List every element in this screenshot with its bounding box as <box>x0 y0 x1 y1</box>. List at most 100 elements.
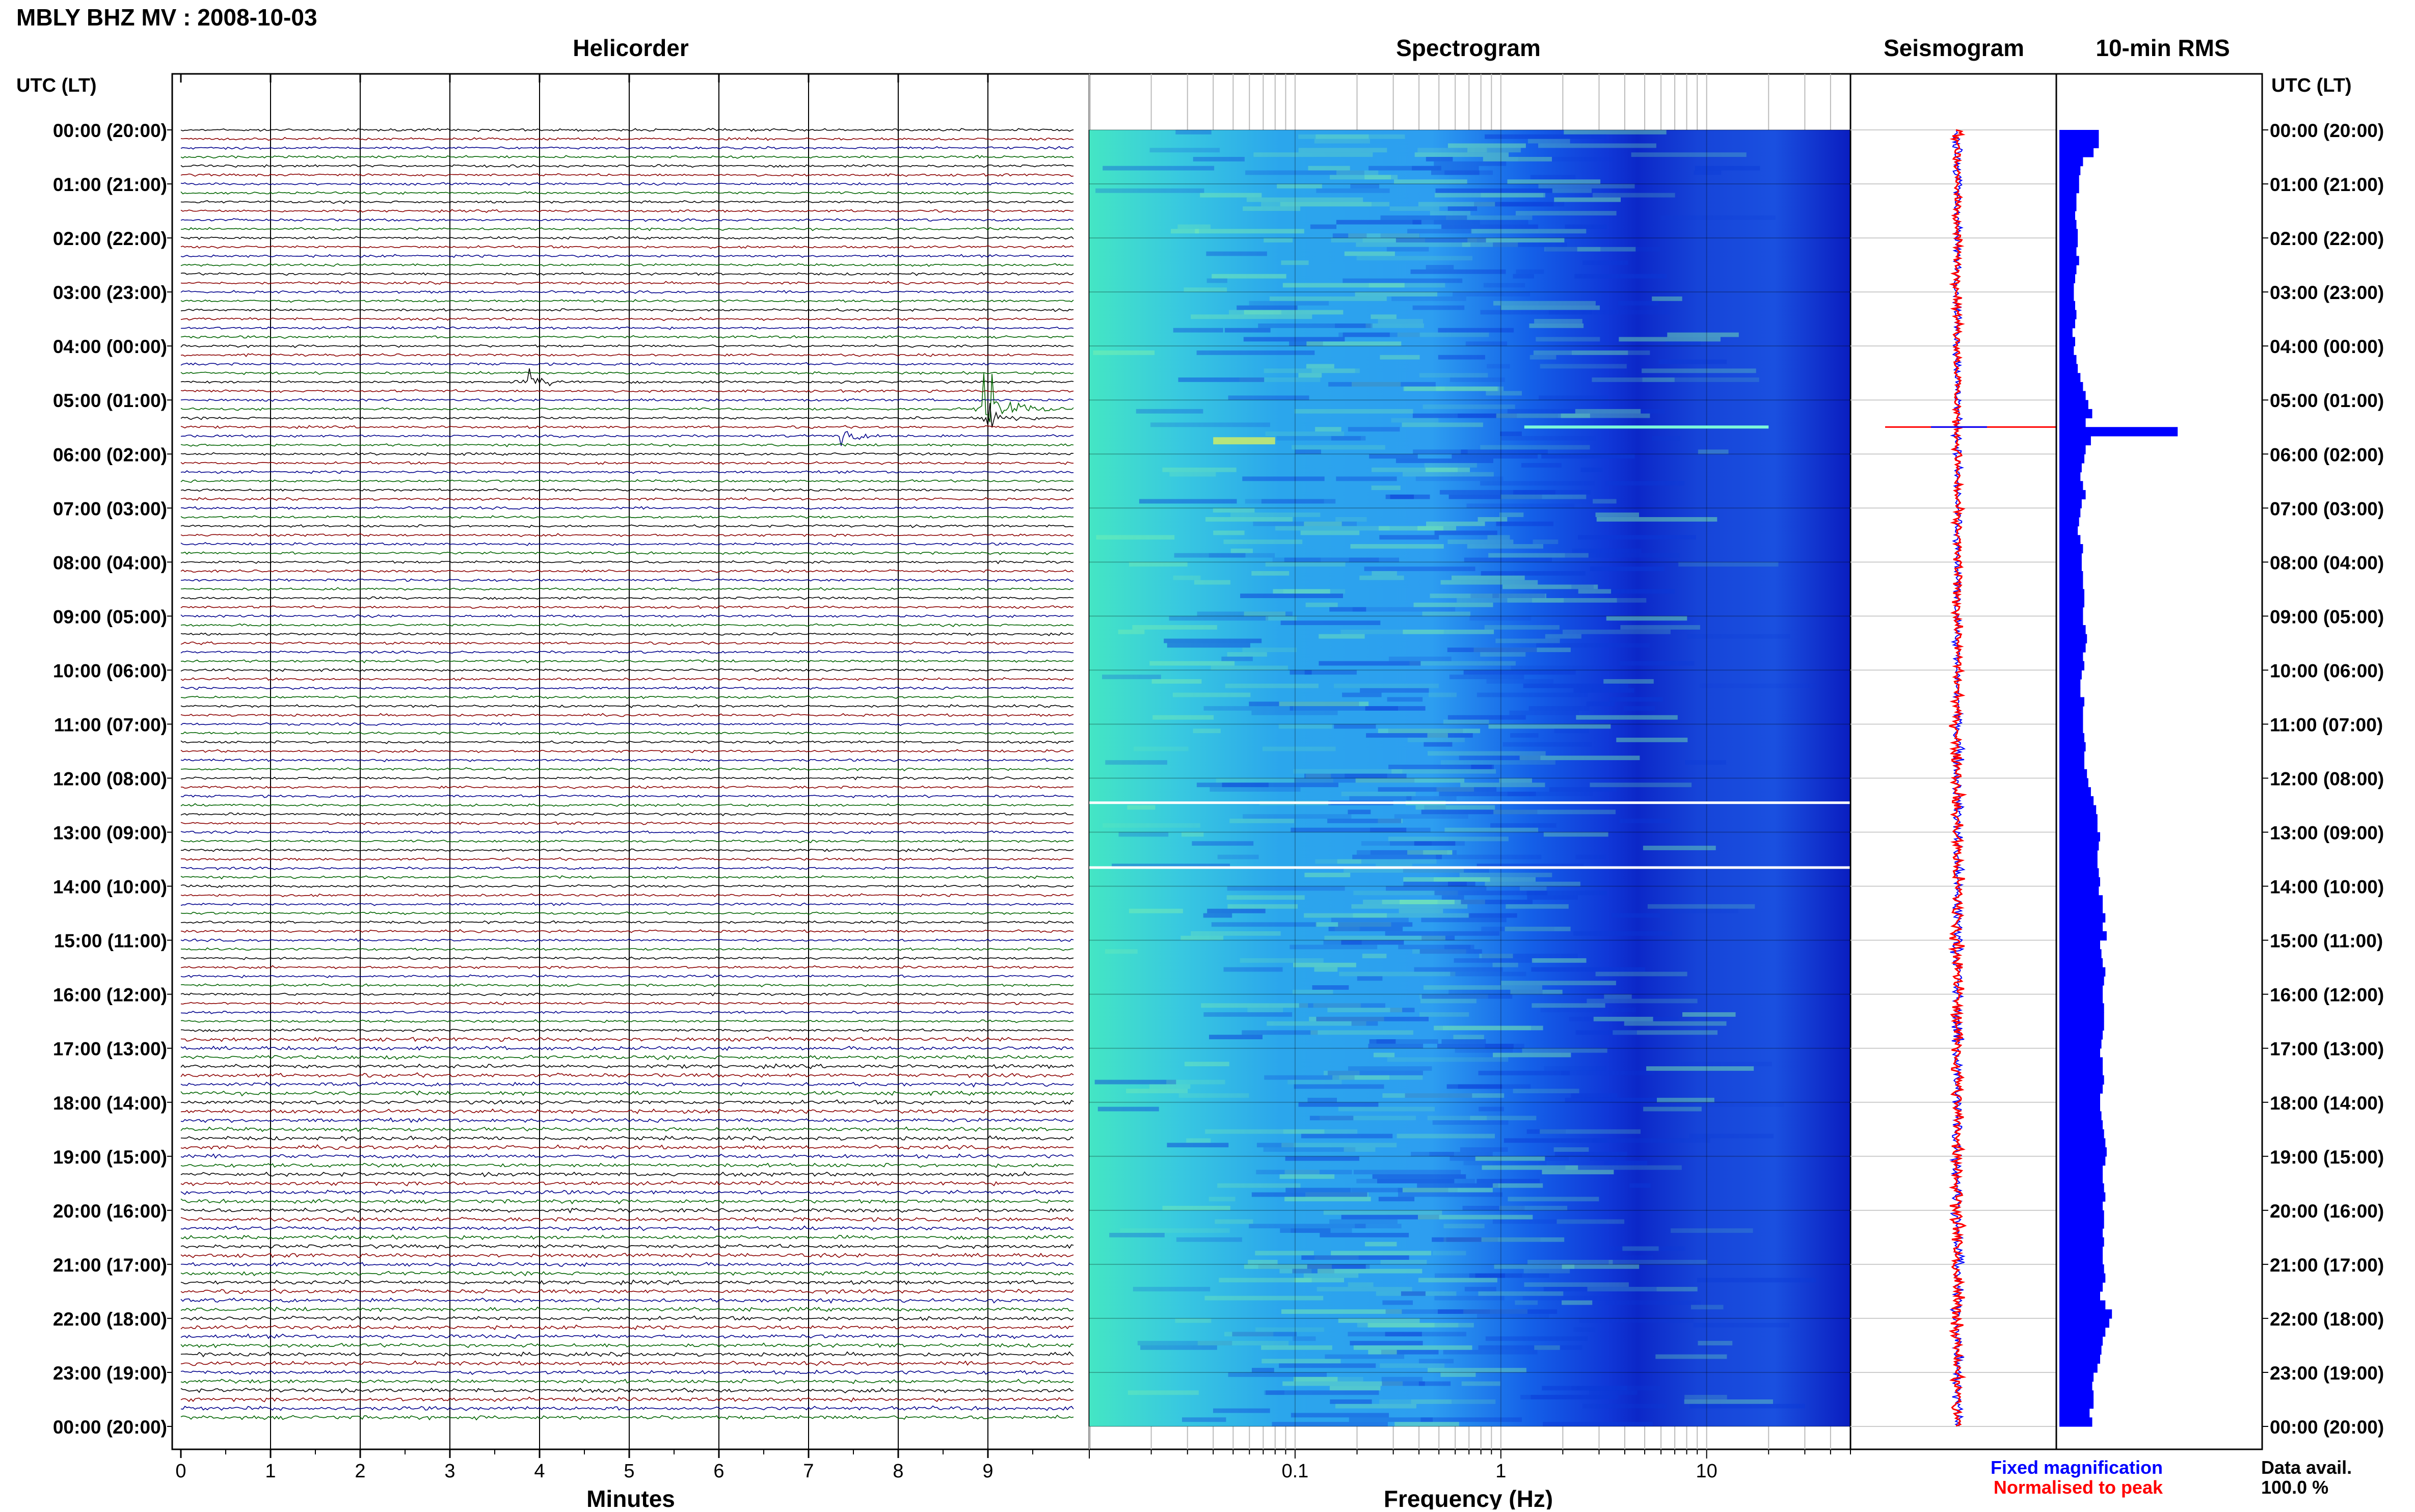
spectrogram-texture <box>1226 895 1305 900</box>
rms-bar <box>2059 823 2098 833</box>
spectrogram-texture <box>1652 436 1680 441</box>
spectrogram-texture <box>1434 530 1497 535</box>
spectrogram-texture <box>1272 557 1321 562</box>
spectrogram-texture <box>1492 593 1545 599</box>
helicorder-trace <box>180 1261 1074 1267</box>
spectrogram-texture <box>1363 900 1438 904</box>
spectrogram-texture <box>1446 1084 1502 1089</box>
spectrogram-texture <box>1380 215 1467 220</box>
spectrogram-gap <box>1089 801 1850 804</box>
spectrogram-texture <box>1575 854 1606 859</box>
spectrogram-texture <box>1280 1228 1331 1233</box>
rms-bar <box>2059 346 2074 356</box>
spectrogram-texture <box>1292 1268 1334 1274</box>
rms-bar <box>2059 283 2074 292</box>
left-axis-label: UTC (LT) <box>16 75 97 96</box>
helicorder-trace <box>180 569 1074 573</box>
helicorder-trace <box>180 1045 1074 1051</box>
spectrogram-texture <box>1481 571 1586 576</box>
spectrogram-texture <box>1307 1097 1337 1102</box>
spectrogram-texture <box>1464 557 1552 562</box>
spectrogram-texture <box>1206 278 1227 283</box>
spectrogram-texture <box>1265 562 1346 567</box>
spectrogram-texture <box>1380 1363 1445 1368</box>
helicorder-trace <box>180 299 1074 303</box>
spectrogram-texture <box>1112 863 1230 869</box>
spectrogram-texture <box>1281 260 1309 265</box>
spectrogram-texture <box>1440 760 1555 765</box>
spectrogram-texture <box>1299 1003 1385 1008</box>
rms-bar <box>2059 859 2098 869</box>
spectrogram-texture <box>1385 1332 1422 1337</box>
spectrogram-texture <box>1578 589 1612 594</box>
spectrogram-texture <box>1415 476 1504 481</box>
rms-title: 10-min RMS <box>2096 35 2230 61</box>
rms-bar <box>2059 1318 2109 1328</box>
spectrogram-texture <box>1334 724 1376 729</box>
spectrogram-texture <box>1417 148 1487 153</box>
helicorder-trace <box>180 200 1074 204</box>
spectrogram-texture <box>1427 1116 1487 1121</box>
helicorder-trace <box>180 605 1074 609</box>
spectrogram-texture <box>1434 220 1480 225</box>
spectrogram-texture <box>1530 175 1576 180</box>
spectrogram-texture <box>1331 917 1409 923</box>
spectrogram-lowfreq-event <box>1213 437 1275 445</box>
spectrogram-texture <box>1453 1035 1484 1040</box>
spectrogram-texture <box>1450 971 1526 977</box>
spectrogram-texture <box>1209 1035 1263 1040</box>
spectrogram-texture <box>1243 814 1352 819</box>
spectrogram-texture <box>1279 1174 1335 1179</box>
spectrogram-texture <box>1493 301 1596 306</box>
spectrogram-texture <box>1365 323 1424 328</box>
time-label-right: 12:00 (08:00) <box>2270 769 2384 790</box>
spectrogram-texture <box>1447 206 1478 211</box>
spectrogram-texture <box>1439 490 1555 495</box>
spectrogram-texture <box>1369 166 1479 171</box>
rms-bar <box>2059 166 2081 175</box>
spectrogram-texture <box>1495 638 1560 643</box>
spectrogram-texture <box>1460 1147 1508 1152</box>
spectrogram-texture <box>1329 607 1366 612</box>
spectrogram-texture <box>1432 1237 1482 1242</box>
spectrogram-texture <box>1447 647 1537 653</box>
spectrogram-texture <box>1391 769 1496 774</box>
helicorder-trace <box>181 857 1074 861</box>
spectrogram-texture <box>1499 512 1524 517</box>
spectrogram-texture <box>1149 1084 1191 1089</box>
spectrogram-texture <box>1336 476 1397 481</box>
rms-bar <box>2059 265 2077 275</box>
spectrogram-texture <box>1266 616 1297 621</box>
time-label-right: 11:00 (07:00) <box>2270 714 2383 735</box>
helicorder-trace <box>180 227 1074 231</box>
spectrogram-texture <box>1203 1012 1293 1017</box>
spectrogram-texture <box>1204 1295 1324 1301</box>
spectrogram-texture <box>1436 854 1542 859</box>
helicorder-trace <box>180 443 1074 448</box>
spectrogram-texture <box>1430 211 1471 215</box>
helicorder-trace <box>180 1253 1074 1258</box>
helicorder-trace <box>180 1342 1074 1348</box>
helicorder-trace <box>180 785 1074 790</box>
rms-bar <box>2059 1273 2106 1283</box>
spectrogram-texture <box>1253 521 1357 526</box>
spectrogram-texture <box>1522 1295 1609 1301</box>
spectrogram-texture <box>1329 1219 1398 1224</box>
spectrogram-texture <box>1502 742 1592 747</box>
spectrogram-texture <box>1378 787 1497 792</box>
rms-bar <box>2059 310 2077 319</box>
spectrogram-texture <box>1289 341 1323 346</box>
spectrogram-texture <box>1281 1143 1397 1148</box>
spectrogram-texture <box>1540 1008 1636 1013</box>
spectrogram-texture <box>1403 877 1490 882</box>
spectrogram-texture <box>1478 1345 1582 1350</box>
rms-bar <box>2059 1354 2100 1364</box>
spectrogram-texture <box>1293 1376 1338 1382</box>
spectrogram-texture <box>1528 706 1590 711</box>
spectrogram-texture <box>1402 1187 1493 1193</box>
spectrogram-texture <box>1501 981 1616 986</box>
spectrogram-texture <box>1211 922 1317 927</box>
spectrogram-texture <box>1493 1052 1571 1058</box>
helicorder-trace <box>180 1225 1074 1232</box>
time-label-right: 21:00 (17:00) <box>2270 1255 2384 1276</box>
